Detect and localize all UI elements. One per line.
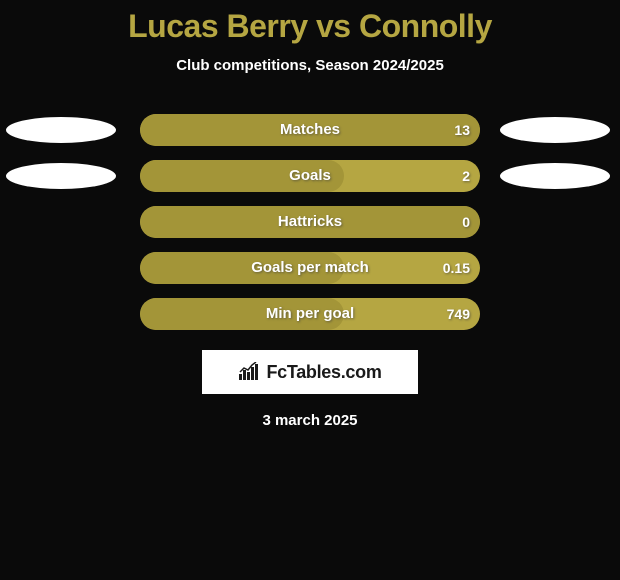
stat-bar-fill bbox=[140, 160, 344, 192]
stat-bar-track bbox=[140, 114, 480, 146]
page-title: Lucas Berry vs Connolly bbox=[0, 0, 620, 45]
player2-marker bbox=[500, 117, 610, 143]
stat-bar-track bbox=[140, 252, 480, 284]
stat-bar-track bbox=[140, 298, 480, 330]
date-label: 3 march 2025 bbox=[0, 412, 620, 429]
player2-marker bbox=[500, 163, 610, 189]
stat-row: Matches13 bbox=[0, 114, 620, 146]
stat-bar-fill bbox=[140, 206, 480, 238]
stat-bar-track bbox=[140, 160, 480, 192]
fctables-logo: FcTables.com bbox=[202, 350, 418, 394]
player1-marker bbox=[6, 163, 116, 189]
logo-text: FcTables.com bbox=[266, 362, 381, 383]
stat-bar-fill bbox=[140, 298, 344, 330]
stat-bar-track bbox=[140, 206, 480, 238]
stat-bar-fill bbox=[140, 252, 344, 284]
player1-marker bbox=[6, 117, 116, 143]
chart-icon bbox=[238, 362, 260, 382]
stat-row: Min per goal749 bbox=[0, 298, 620, 330]
stat-row: Goals per match0.15 bbox=[0, 252, 620, 284]
comparison-chart: Matches13 Goals2 Hattricks0 Goals per match… bbox=[0, 114, 620, 330]
stat-row: Hattricks0 bbox=[0, 206, 620, 238]
stat-row: Goals2 bbox=[0, 160, 620, 192]
page-subtitle: Club competitions, Season 2024/2025 bbox=[0, 57, 620, 74]
stat-bar-fill bbox=[140, 114, 480, 146]
